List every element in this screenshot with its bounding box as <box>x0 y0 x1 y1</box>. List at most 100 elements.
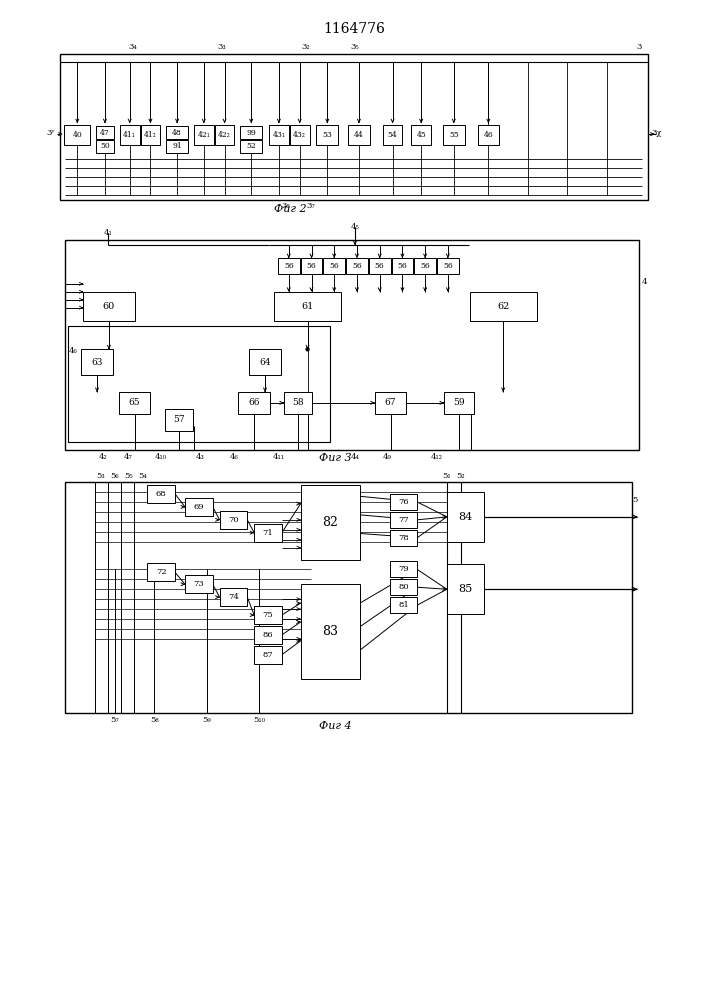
Bar <box>346 258 368 274</box>
Text: 41₂: 41₂ <box>144 131 157 139</box>
Text: 3₂: 3₂ <box>301 43 310 51</box>
Bar <box>411 125 431 145</box>
Text: 54: 54 <box>387 131 397 139</box>
Text: 79: 79 <box>398 565 409 573</box>
Bar <box>64 125 90 145</box>
Bar <box>317 125 338 145</box>
Text: 59: 59 <box>453 398 464 407</box>
Text: 46: 46 <box>484 131 493 139</box>
Text: 76: 76 <box>398 498 409 506</box>
Bar <box>369 258 390 274</box>
Text: 4₃: 4₃ <box>195 453 204 461</box>
Text: 3₇: 3₇ <box>306 202 315 210</box>
Bar <box>392 258 414 274</box>
Bar <box>300 258 322 274</box>
Bar <box>390 561 417 577</box>
Bar <box>166 140 188 153</box>
Text: 75: 75 <box>262 611 274 619</box>
Text: 3ʸ: 3ʸ <box>46 129 55 137</box>
Bar <box>469 292 537 321</box>
Bar <box>148 485 175 503</box>
Bar <box>390 530 417 546</box>
Bar <box>69 326 330 442</box>
Text: 56: 56 <box>397 262 407 270</box>
Text: 47: 47 <box>100 129 110 137</box>
Text: 3₄: 3₄ <box>128 43 137 51</box>
Bar <box>81 349 113 375</box>
Bar <box>215 125 235 145</box>
Text: 52: 52 <box>246 142 256 150</box>
Bar <box>148 563 175 581</box>
Bar <box>240 126 262 139</box>
Text: 56: 56 <box>307 262 316 270</box>
Text: 82: 82 <box>322 516 338 529</box>
Text: 4₁₂: 4₁₂ <box>431 453 443 461</box>
Text: 4₄: 4₄ <box>351 453 359 461</box>
Text: 72: 72 <box>156 568 167 576</box>
Text: Фиг 4: Фиг 4 <box>319 721 351 731</box>
Text: 99: 99 <box>246 129 256 137</box>
Bar <box>390 597 417 613</box>
Text: 81: 81 <box>398 601 409 609</box>
Text: 5: 5 <box>632 496 637 504</box>
Text: 61: 61 <box>301 302 314 311</box>
Bar <box>390 579 417 595</box>
Text: 86: 86 <box>263 631 274 639</box>
Bar <box>83 292 134 321</box>
Text: 84: 84 <box>459 512 473 522</box>
Text: 4: 4 <box>642 278 648 286</box>
Bar <box>348 125 370 145</box>
Bar <box>278 258 300 274</box>
Text: 56: 56 <box>420 262 430 270</box>
Bar <box>290 125 310 145</box>
Bar <box>220 511 247 529</box>
Text: 80: 80 <box>398 583 409 591</box>
Text: 41₁: 41₁ <box>123 131 136 139</box>
Text: 5₁: 5₁ <box>443 472 451 480</box>
Text: 71: 71 <box>262 529 274 537</box>
Bar <box>220 588 247 606</box>
Text: 4₆: 4₆ <box>230 453 239 461</box>
Bar <box>96 140 114 153</box>
Text: Фиг 2: Фиг 2 <box>274 204 307 214</box>
Bar <box>323 258 345 274</box>
Bar <box>165 409 193 431</box>
Text: 63: 63 <box>91 358 103 367</box>
Text: 48: 48 <box>173 129 182 137</box>
Text: 56: 56 <box>329 262 339 270</box>
Text: 5₈: 5₈ <box>150 716 159 724</box>
Text: 55: 55 <box>449 131 459 139</box>
Bar <box>274 292 341 321</box>
Text: 5₉: 5₉ <box>202 716 211 724</box>
Text: 83: 83 <box>322 625 338 638</box>
Text: 42₁: 42₁ <box>197 131 210 139</box>
Text: 57: 57 <box>173 415 185 424</box>
Text: 3₈: 3₈ <box>281 202 290 210</box>
Text: 87: 87 <box>262 651 274 659</box>
Text: 65: 65 <box>129 398 141 407</box>
Bar <box>300 485 360 560</box>
Text: 43₂: 43₂ <box>293 131 306 139</box>
Bar <box>382 125 402 145</box>
Text: 4₇: 4₇ <box>123 453 132 461</box>
Text: 91: 91 <box>173 142 182 150</box>
Text: 67: 67 <box>385 398 397 407</box>
Text: 44: 44 <box>354 131 364 139</box>
Bar <box>240 140 262 153</box>
Text: 66: 66 <box>248 398 260 407</box>
Text: 58: 58 <box>292 398 303 407</box>
Text: 3₃: 3₃ <box>217 43 226 51</box>
Bar <box>185 575 213 593</box>
Text: 43₁: 43₁ <box>272 131 286 139</box>
Bar <box>300 584 360 678</box>
Text: 4₁₁: 4₁₁ <box>273 453 285 461</box>
Bar <box>119 125 139 145</box>
Text: 53: 53 <box>322 131 332 139</box>
Bar <box>447 564 484 614</box>
Bar <box>119 392 151 414</box>
Text: 56: 56 <box>284 262 293 270</box>
Text: 5₂: 5₂ <box>457 472 465 480</box>
Bar <box>166 126 188 139</box>
Bar <box>447 492 484 542</box>
Text: 4₁: 4₁ <box>103 229 112 237</box>
